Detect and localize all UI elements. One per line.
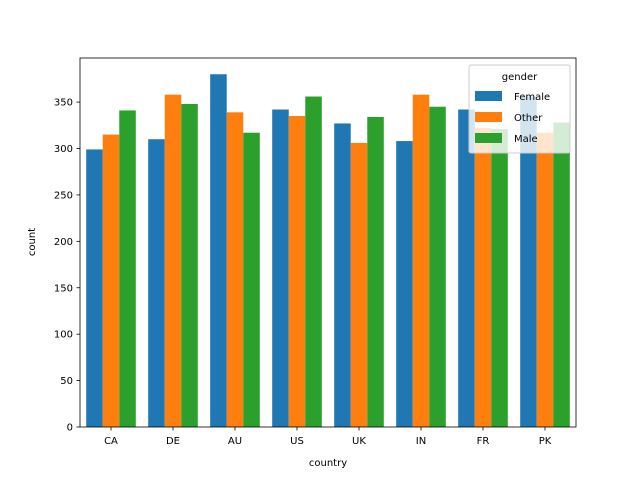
bar-in-other <box>412 94 430 428</box>
x-tick-label-au: AU <box>228 436 242 447</box>
bar-ca-other <box>102 134 120 427</box>
x-tick-label-us: US <box>290 436 304 447</box>
y-tick-label-200: 200 <box>54 237 73 248</box>
bar-us-other <box>288 116 306 428</box>
y-tick-label-50: 50 <box>60 376 73 387</box>
bar-fr-male <box>491 129 508 427</box>
legend-swatch-other <box>475 112 502 122</box>
y-axis-label: count <box>27 228 38 256</box>
y-tick-label-300: 300 <box>54 144 73 155</box>
y-tick-label-0: 0 <box>67 423 73 434</box>
bar-in-male <box>429 106 446 428</box>
bar-us-female <box>272 109 289 428</box>
x-axis-label: country <box>309 458 347 469</box>
bar-uk-other <box>350 142 368 427</box>
bar-us-male <box>305 96 322 428</box>
x-tick-label-ca: CA <box>104 436 118 447</box>
bar-pk-male <box>553 122 570 428</box>
y-tick-label-150: 150 <box>54 283 73 294</box>
bar-fr-other <box>474 128 492 427</box>
y-tick-label-250: 250 <box>54 190 73 201</box>
x-tick-label-uk: UK <box>352 436 366 447</box>
legend-swatch-female <box>475 91 502 101</box>
axes-group: CA DE AU US UK IN FR PK 0 50 100 150 200 250 300 350 <box>54 57 577 447</box>
bar-uk-male <box>367 116 384 427</box>
bars-group <box>86 74 570 428</box>
plot-frame <box>79 57 577 428</box>
bar-pk-other <box>536 132 554 428</box>
bar-pk-female <box>520 96 537 428</box>
bar-de-male <box>181 103 198 427</box>
x-tick-label-in: IN <box>416 436 426 447</box>
legend-swatch-male <box>475 133 502 143</box>
legend-label-male: Male <box>514 134 538 145</box>
legend: gender Female Other Male <box>468 64 571 154</box>
bar-ca-female <box>86 149 103 427</box>
bar-ca-male <box>119 110 136 427</box>
legend-box <box>468 64 571 154</box>
legend-title: gender <box>502 72 538 83</box>
bar-au-male <box>243 132 260 428</box>
y-tick-label-100: 100 <box>54 330 73 341</box>
legend-label-female: Female <box>514 92 550 103</box>
bar-uk-female <box>334 123 351 427</box>
bar-fr-female <box>458 109 475 428</box>
x-tick-label-pk: PK <box>539 436 552 447</box>
bar-in-female <box>396 141 413 427</box>
y-tick-label-350: 350 <box>54 98 73 109</box>
bar-au-other <box>226 112 244 427</box>
legend-label-other: Other <box>514 113 543 124</box>
x-tick-label-de: DE <box>166 436 180 447</box>
bar-de-other <box>164 94 182 428</box>
bar-de-female <box>148 139 165 428</box>
bar-au-female <box>210 74 227 427</box>
x-tick-label-fr: FR <box>477 436 490 447</box>
